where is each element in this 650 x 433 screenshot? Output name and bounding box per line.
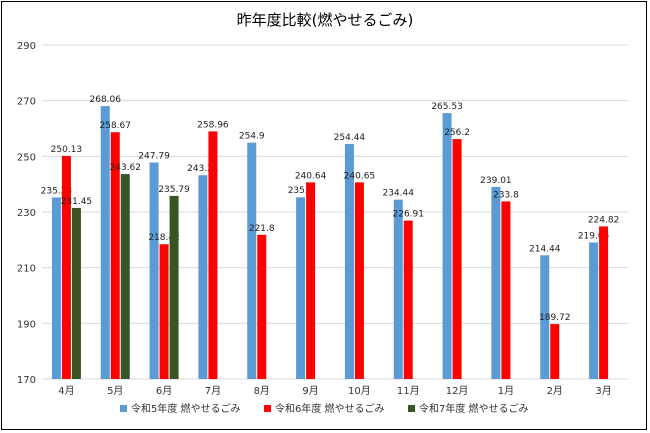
legend-swatch <box>264 405 271 412</box>
bar <box>540 255 550 379</box>
bar <box>589 242 599 379</box>
legend-swatch <box>408 405 415 412</box>
data-label: 240.64 <box>295 171 327 181</box>
x-tick-label: 2月 <box>547 385 563 397</box>
x-tick-label: 4月 <box>58 385 74 397</box>
bar <box>71 207 81 379</box>
data-label: 189.72 <box>539 313 571 323</box>
data-label: 226.91 <box>393 210 425 220</box>
data-label: 219.05 <box>578 231 610 241</box>
data-label: 258.67 <box>100 121 132 131</box>
data-label: 235.79 <box>158 185 190 195</box>
bar <box>452 139 462 379</box>
x-tick-label: 11月 <box>397 385 420 397</box>
data-label: 243.62 <box>110 163 142 173</box>
x-tick-label: 6月 <box>156 385 172 397</box>
bar <box>306 182 316 379</box>
bar <box>599 226 609 379</box>
bar <box>257 234 267 379</box>
data-label: 268.06 <box>90 95 122 105</box>
legend-label: 令和7年度 燃やせるごみ <box>419 402 529 415</box>
x-tick-label: 1月 <box>498 385 514 397</box>
bar <box>120 174 130 379</box>
bar <box>501 201 511 379</box>
y-tick-label: 210 <box>17 264 36 275</box>
bar <box>296 197 306 379</box>
bar <box>100 106 110 379</box>
bar <box>491 186 501 379</box>
bar <box>61 155 71 379</box>
bar <box>169 195 179 379</box>
data-label: 214.44 <box>529 244 561 254</box>
y-tick-label: 290 <box>17 41 36 52</box>
data-label: 234.44 <box>383 189 415 199</box>
bar <box>198 175 208 379</box>
data-label: 265.53 <box>431 102 463 112</box>
x-tick-label: 12月 <box>446 385 469 397</box>
bar <box>442 113 452 380</box>
data-label: 218.42 <box>148 233 180 243</box>
legend-label: 令和6年度 燃やせるごみ <box>275 402 385 415</box>
bar <box>354 182 364 379</box>
data-label: 233.8 <box>493 190 519 200</box>
data-label: 243.21 <box>187 164 219 174</box>
bar <box>159 244 169 379</box>
x-tick-label: 3月 <box>595 385 611 397</box>
bar <box>149 162 159 379</box>
data-label: 231.45 <box>61 197 93 207</box>
bar <box>51 197 61 379</box>
data-label: 240.65 <box>344 171 376 181</box>
bar <box>208 131 218 379</box>
bar <box>393 199 403 379</box>
bar <box>550 324 560 379</box>
y-tick-label: 170 <box>17 375 36 386</box>
data-label: 256.2 <box>444 128 470 138</box>
y-tick-label: 230 <box>17 208 36 219</box>
y-tick-label: 250 <box>17 152 36 163</box>
legend-label: 令和5年度 燃やせるごみ <box>131 402 241 415</box>
data-label: 224.82 <box>588 215 620 225</box>
chart-title: 昨年度比較(燃やせるごみ) <box>237 11 414 29</box>
bar <box>344 143 354 379</box>
data-label: 221.8 <box>249 224 275 234</box>
x-tick-label: 5月 <box>107 385 123 397</box>
data-label: 250.13 <box>51 145 83 155</box>
data-label: 254.9 <box>239 132 265 142</box>
data-label: 258.96 <box>197 120 229 130</box>
data-label: 239.01 <box>480 176 512 186</box>
data-label: 235.3 <box>288 186 314 196</box>
y-tick-label: 190 <box>17 319 36 330</box>
y-tick-label: 270 <box>17 97 36 108</box>
x-tick-label: 7月 <box>205 385 221 397</box>
x-tick-label: 9月 <box>302 385 318 397</box>
legend-swatch <box>120 405 127 412</box>
x-tick-label: 8月 <box>254 385 270 397</box>
x-tick-label: 10月 <box>348 385 371 397</box>
bar <box>403 220 413 379</box>
bar <box>110 132 120 379</box>
data-label: 254.44 <box>334 133 366 143</box>
data-label: 235.23 <box>41 186 73 196</box>
bar <box>247 142 257 379</box>
data-label: 247.79 <box>138 151 170 161</box>
